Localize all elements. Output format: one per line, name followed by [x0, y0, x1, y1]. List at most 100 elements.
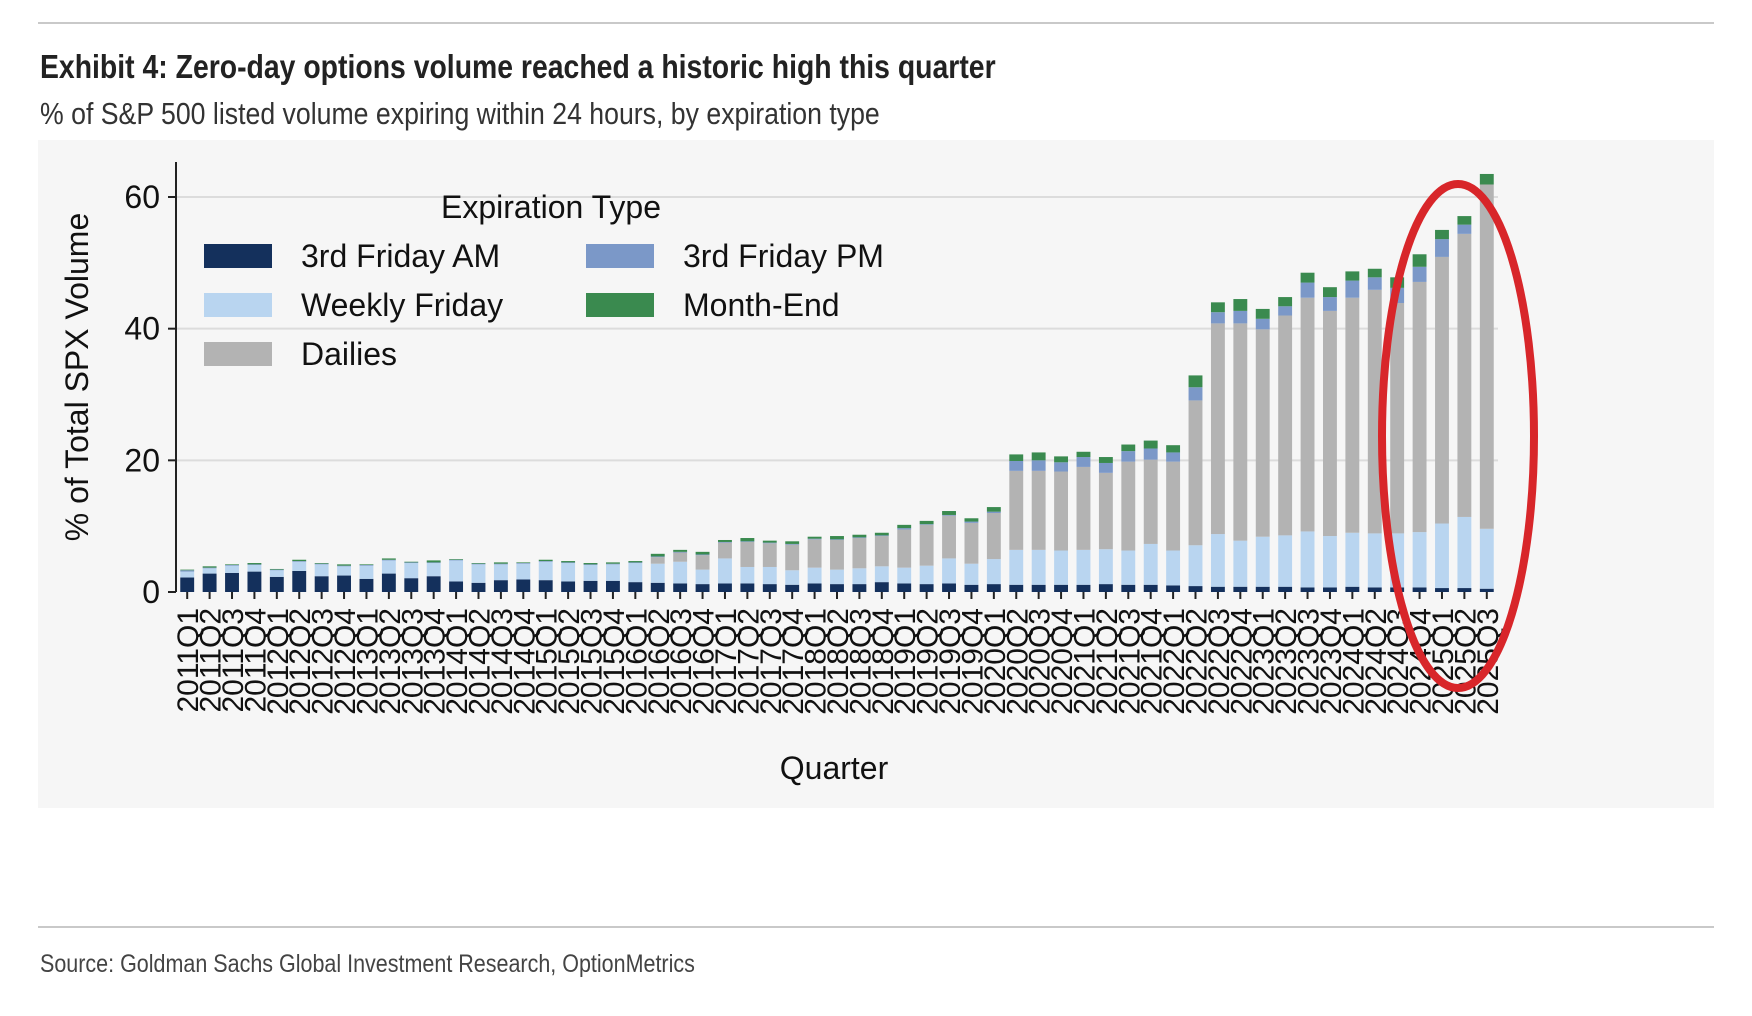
bar-segment-4	[1255, 318, 1270, 330]
x-tick-label: 2014Q2	[463, 608, 496, 715]
bar-segment-2	[628, 563, 643, 583]
bar-segment-1	[718, 583, 732, 592]
x-tick-label: 2017Q4	[777, 608, 810, 715]
bar-segment-3	[1435, 256, 1449, 524]
legend-swatch	[204, 293, 272, 317]
bar-segment-3	[1166, 461, 1181, 551]
bar-segment-1	[247, 571, 262, 592]
bar-segment-5	[1479, 173, 1494, 185]
bar-segment-5	[852, 534, 867, 538]
x-tick-label: 2015Q4	[598, 608, 631, 715]
bar-segment-4	[1188, 387, 1203, 401]
bar-segment-2	[986, 559, 1001, 585]
bar-segment-4	[1166, 452, 1181, 462]
bar-segment-1	[471, 582, 486, 592]
bar-segment-1	[493, 580, 508, 592]
bar-segment-1	[942, 583, 956, 592]
bar-segment-2	[381, 560, 396, 574]
x-tick-label: 2017Q1	[710, 608, 743, 715]
bar-segment-1	[897, 583, 912, 592]
bar-segment-1	[1009, 584, 1024, 592]
bar-segment-4	[583, 564, 598, 566]
bar-segment-1	[874, 582, 889, 593]
highlight-ellipse	[1378, 180, 1538, 692]
bar-segment-5	[1166, 445, 1181, 453]
bar-segment-1	[1054, 584, 1069, 592]
x-tick-label: 2012Q4	[329, 608, 362, 715]
bar-segment-1	[1143, 584, 1158, 592]
bar-segment-4	[1457, 224, 1472, 234]
bar-segment-5	[628, 561, 643, 563]
bar-segment-2	[426, 563, 441, 577]
x-tick-label: 2011Q2	[195, 608, 228, 713]
bar-segment-4	[718, 541, 732, 543]
bar-segment-1	[605, 580, 620, 592]
bar-segment-2	[449, 560, 464, 582]
x-tick-label: 2012Q2	[284, 608, 317, 715]
x-tick-label: 2019Q4	[956, 608, 989, 715]
bar-segment-2	[292, 561, 307, 571]
bar-segment-1	[381, 573, 396, 592]
bar-segment-3	[1210, 323, 1225, 535]
bar-segment-2	[897, 567, 912, 584]
bar-segment-1	[180, 577, 195, 592]
bar-segment-1	[628, 582, 643, 593]
bar-segment-2	[180, 571, 195, 578]
top-rule	[38, 22, 1714, 24]
x-tick-label: 2020Q4	[1046, 608, 1079, 715]
legend-swatch	[204, 244, 272, 268]
bar-segment-4	[292, 561, 307, 562]
bar-segment-5	[225, 564, 239, 566]
bar-segment-5	[337, 564, 351, 566]
bar-segment-4	[426, 562, 441, 564]
bar-segment-4	[785, 543, 800, 545]
bar-segment-4	[516, 563, 531, 564]
x-tick-label: 2022Q2	[1181, 608, 1214, 715]
legend-label: Weekly Friday	[301, 287, 503, 323]
bar-segment-2	[202, 568, 217, 574]
bar-segment-5	[897, 524, 912, 529]
bar-segment-2	[874, 566, 889, 583]
bar-segment-5	[471, 563, 486, 564]
bar-segment-4	[1076, 457, 1091, 467]
x-tick-label: 2019Q2	[912, 608, 945, 715]
bar-segment-5	[762, 540, 777, 543]
bar-segment-4	[225, 565, 239, 566]
bar-segment-4	[807, 538, 822, 540]
bar-segment-5	[1435, 229, 1449, 240]
bar-segment-2	[583, 565, 598, 581]
bar-segment-5	[1457, 216, 1472, 225]
bar-segment-1	[292, 570, 307, 592]
bar-segment-1	[516, 579, 531, 592]
legend-swatch	[586, 244, 654, 268]
bar-segment-3	[1345, 297, 1360, 533]
bar-segment-2	[538, 561, 553, 581]
bar-segment-5	[381, 558, 396, 560]
bar-segment-4	[314, 563, 329, 565]
bar-segment-3	[1390, 302, 1405, 534]
bar-segment-5	[359, 564, 374, 566]
x-tick-label: 2023Q1	[1248, 608, 1281, 715]
bar-segment-3	[1188, 400, 1203, 546]
bar-segment-5	[919, 520, 934, 525]
x-tick-label: 2017Q2	[732, 608, 765, 715]
bar-segment-4	[1367, 277, 1382, 290]
x-tick-label: 2011Q1	[172, 608, 205, 713]
x-tick-label: 2013Q3	[396, 608, 429, 715]
bar-segment-1	[1278, 586, 1293, 592]
bar-segment-5	[449, 559, 464, 560]
bar-segment-2	[695, 569, 710, 585]
x-tick-label: 2012Q3	[307, 608, 340, 715]
x-tick-label: 2018Q1	[800, 608, 833, 715]
x-tick-label: 2019Q3	[934, 608, 967, 715]
legend-label: 3rd Friday PM	[683, 238, 884, 274]
bar-segment-1	[695, 584, 710, 592]
bar-segment-4	[1121, 451, 1136, 462]
x-tick-label: 2016Q4	[688, 608, 721, 715]
bar-segment-2	[1345, 532, 1360, 587]
bar-segment-5	[718, 539, 732, 542]
x-tick-label: 2023Q2	[1270, 608, 1303, 715]
bar-segment-3	[1412, 281, 1427, 533]
bar-segment-1	[314, 576, 329, 592]
bar-segment-3	[1098, 472, 1113, 550]
